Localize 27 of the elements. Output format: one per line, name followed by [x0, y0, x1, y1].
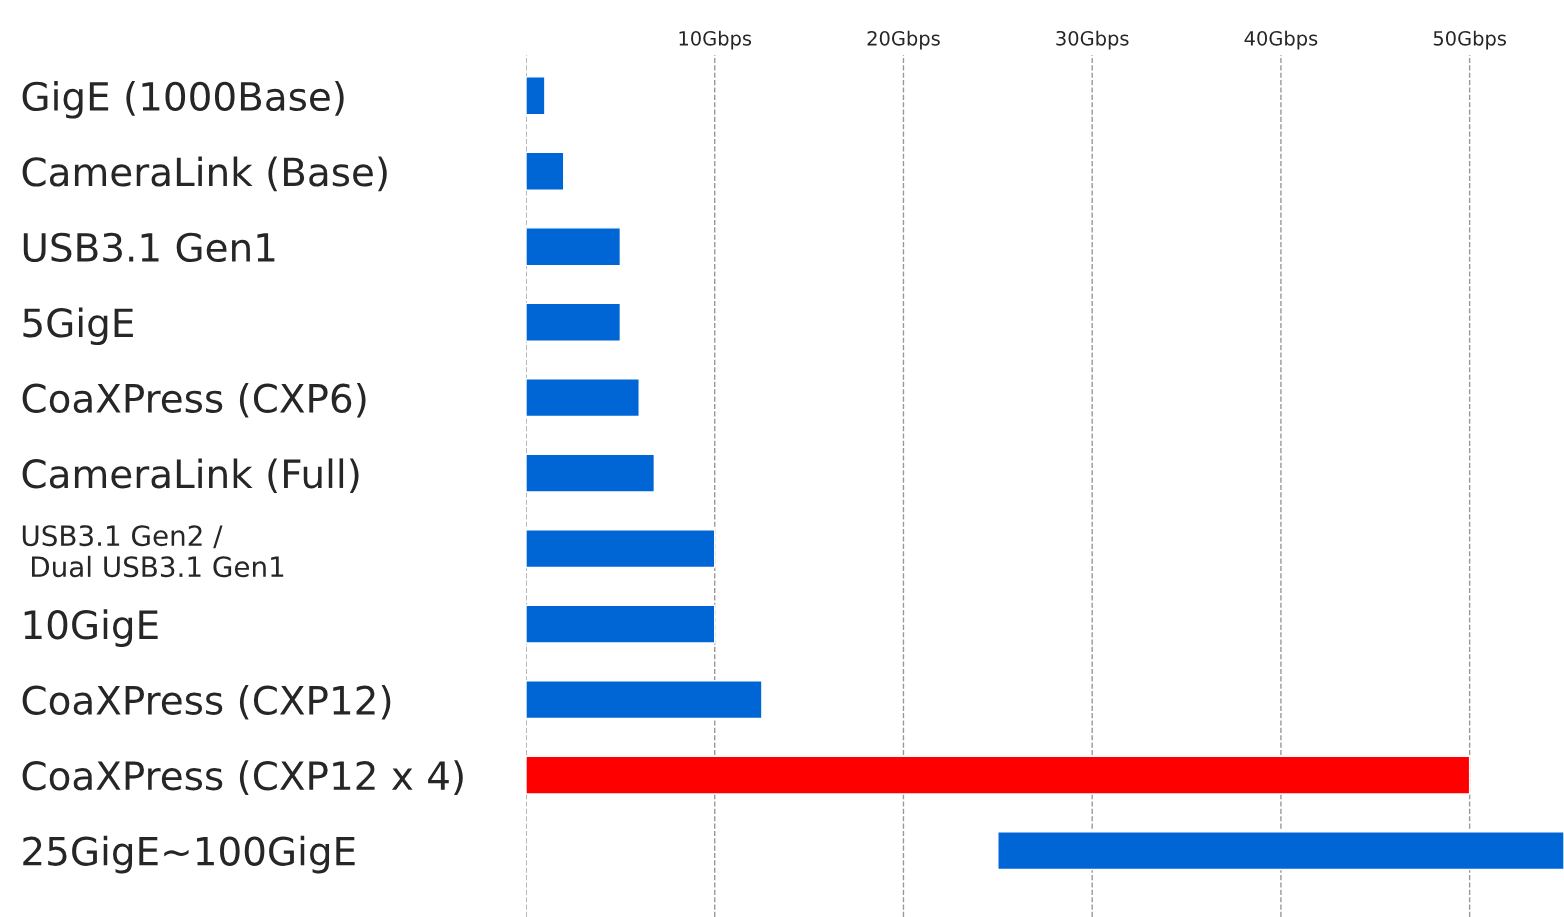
x-tick-label: 40Gbps: [1244, 30, 1318, 50]
y-tick-label: CameraLink (Full): [22, 458, 359, 494]
y-tick-label: USB3.1 Gen1: [23, 232, 275, 263]
y-tick-label: CameraLink (Base): [22, 156, 387, 192]
bar: [526, 76, 546, 116]
y-tick-label: 25GigE~100GigE: [23, 835, 355, 874]
bar: [997, 831, 1564, 871]
bar: [526, 453, 656, 493]
bar: [526, 378, 640, 418]
x-tick-label: 30Gbps: [1056, 30, 1129, 50]
bar: [526, 755, 1471, 795]
x-tick-label: 20Gbps: [867, 30, 940, 50]
y-tick-label: CoaXPress (CXP12 x 4): [22, 760, 463, 795]
x-tick-label: 50Gbps: [1433, 30, 1506, 50]
bar: [526, 302, 622, 342]
y-tick-label: CoaXPress (CXP12): [22, 684, 391, 720]
x-tick-label: 10Gbps: [679, 30, 752, 50]
bar: [526, 227, 622, 267]
y-tick-label: USB3.1 Gen2 / Dual USB3.1 Gen1: [22, 525, 284, 578]
y-tick-label: 5GigE: [23, 307, 133, 346]
bar: [526, 680, 763, 720]
bar: [526, 604, 716, 644]
y-tick-label: 10GigE: [24, 609, 158, 647]
bar: [526, 529, 716, 569]
y-tick-label: GigE (1000Base): [22, 80, 344, 119]
y-tick-label: CoaXPress (CXP6): [22, 382, 366, 418]
bar: [526, 151, 565, 191]
